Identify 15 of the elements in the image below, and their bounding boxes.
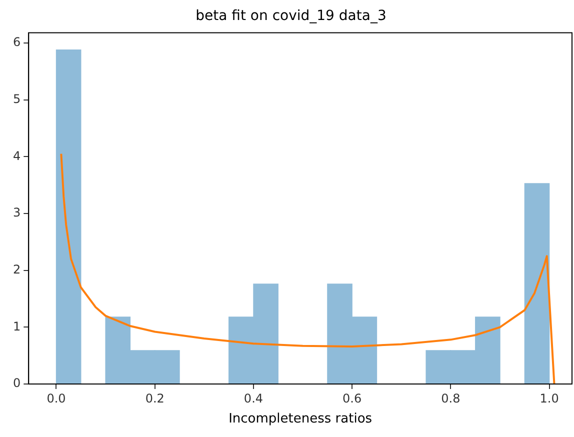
x-tick-label: 0.2 bbox=[145, 391, 164, 406]
y-tick-label: 5 bbox=[12, 92, 21, 106]
y-tick-label: 1 bbox=[12, 319, 21, 334]
x-tick-label: 0.8 bbox=[441, 391, 460, 406]
y-tick-label: 0 bbox=[12, 376, 21, 390]
x-axis-title: Incompleteness ratios bbox=[228, 412, 372, 427]
y-tick-label: 2 bbox=[12, 262, 21, 276]
x-tick-label: 1.0 bbox=[540, 391, 559, 406]
chart-title: beta fit on covid_19 data_3 bbox=[196, 8, 386, 24]
y-tick-label: 4 bbox=[12, 148, 21, 163]
x-tick-label: 0.0 bbox=[46, 391, 66, 406]
y-tick-label: 3 bbox=[12, 206, 21, 220]
x-tick-label: 0.6 bbox=[342, 391, 362, 406]
y-tick-label: 6 bbox=[12, 35, 21, 50]
x-tick-label: 0.4 bbox=[244, 391, 264, 406]
